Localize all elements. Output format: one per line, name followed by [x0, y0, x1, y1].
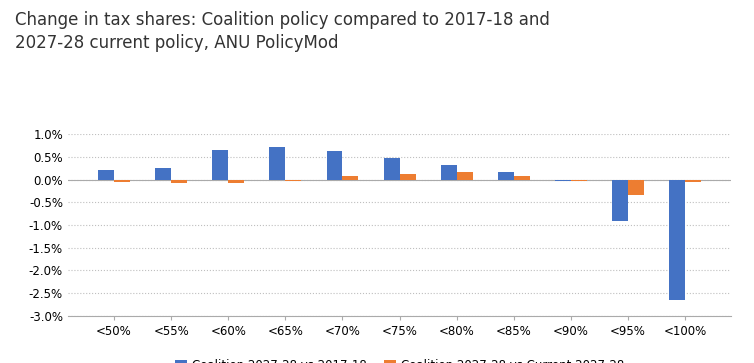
Bar — [155, 168, 171, 180]
Bar — [670, 180, 685, 300]
Bar — [400, 174, 415, 180]
Bar — [457, 172, 473, 180]
Bar — [498, 172, 514, 180]
Bar — [213, 150, 228, 180]
Bar — [269, 147, 285, 180]
Bar — [628, 180, 644, 195]
Bar — [384, 158, 400, 180]
Bar — [612, 180, 628, 220]
Bar — [555, 180, 571, 181]
Bar — [685, 180, 701, 182]
Bar — [171, 180, 187, 183]
Bar — [326, 151, 342, 180]
Bar — [514, 176, 530, 180]
Bar — [98, 170, 114, 180]
Text: Change in tax shares: Coalition policy compared to 2017-18 and
2027-28 current p: Change in tax shares: Coalition policy c… — [15, 11, 550, 53]
Bar — [228, 180, 244, 183]
Bar — [114, 180, 130, 182]
Legend: Coalition 2027-28 vs 2017-18, Coalition 2027-28 vs Current 2027-28: Coalition 2027-28 vs 2017-18, Coalition … — [170, 354, 629, 363]
Bar — [285, 180, 302, 181]
Bar — [441, 165, 457, 180]
Bar — [342, 176, 358, 180]
